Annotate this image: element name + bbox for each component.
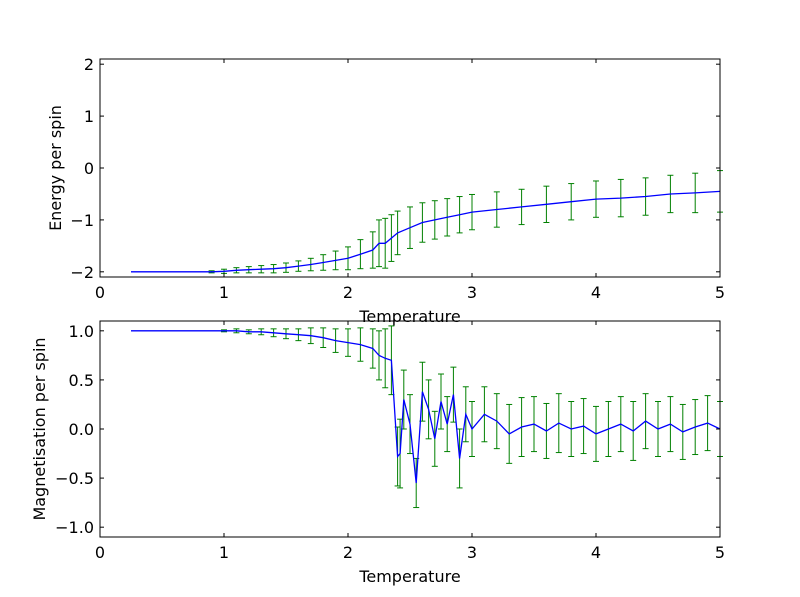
magnetisation-series-0-line	[131, 330, 721, 484]
magnetisation-x-tick-label: 5	[715, 543, 725, 562]
energy-x-tick-label: 5	[715, 283, 725, 302]
energy-x-ticks: 0 1 2 3 4 5	[95, 59, 725, 302]
energy-y-tick-label: 2	[84, 55, 94, 74]
magnetisation-series-line	[131, 330, 721, 484]
magnetisation-subplot: 0 1 2 3 4 5 −1.0 −0.5 0.0 0.5 1.0 Temperature Mag…	[30, 320, 725, 586]
energy-y-ticks: −2 −1 0 1 2	[70, 55, 720, 282]
energy-y-tick-label: −2	[70, 263, 94, 282]
energy-x-axis-label: Temperature	[358, 307, 460, 326]
magnetisation-x-tick-label: 4	[591, 543, 601, 562]
energy-series-0-line	[131, 190, 721, 273]
energy-x-tick-label: 3	[467, 283, 477, 302]
energy-x-tick-label: 1	[219, 283, 229, 302]
magnetisation-x-tick-label: 1	[219, 543, 229, 562]
magnetisation-y-tick-label: 0.5	[69, 371, 94, 390]
magnetisation-y-ticks: −1.0 −0.5 0.0 0.5 1.0	[55, 322, 720, 537]
energy-x-tick-label: 0	[95, 283, 105, 302]
energy-series-line	[131, 190, 721, 273]
magnetisation-x-tick-label: 3	[467, 543, 477, 562]
magnetisation-y-tick-label: 0.0	[69, 420, 94, 439]
magnetisation-y-tick-label: 1.0	[69, 322, 94, 341]
magnetisation-x-tick-label: 2	[343, 543, 353, 562]
magnetisation-y-tick-label: −0.5	[55, 469, 94, 488]
magnetisation-x-axis-label: Temperature	[358, 567, 460, 586]
energy-x-tick-label: 2	[343, 283, 353, 302]
energy-y-tick-label: 1	[84, 107, 94, 126]
energy-y-tick-label: 0	[84, 159, 94, 178]
energy-y-tick-label: −1	[70, 211, 94, 230]
magnetisation-x-ticks: 0 1 2 3 4 5	[95, 321, 725, 562]
magnetisation-x-tick-label: 0	[95, 543, 105, 562]
magnetisation-y-axis-label: Magnetisation per spin	[30, 337, 49, 520]
energy-y-axis-label: Energy per spin	[46, 105, 65, 231]
magnetisation-y-tick-label: −1.0	[55, 518, 94, 537]
energy-x-tick-label: 4	[591, 283, 601, 302]
